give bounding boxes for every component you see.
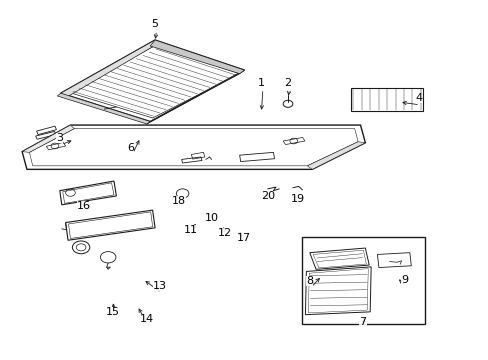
Polygon shape [146, 70, 244, 124]
Text: 10: 10 [204, 213, 218, 223]
Text: 8: 8 [305, 276, 313, 286]
Text: 18: 18 [172, 196, 186, 206]
Polygon shape [22, 125, 74, 152]
Polygon shape [307, 142, 365, 169]
Polygon shape [61, 40, 155, 96]
Text: 15: 15 [106, 307, 120, 317]
Text: 7: 7 [359, 317, 366, 327]
Text: 17: 17 [236, 234, 250, 243]
Text: 16: 16 [77, 201, 91, 211]
Text: 1: 1 [257, 77, 264, 87]
Text: 11: 11 [183, 225, 197, 235]
Text: 9: 9 [401, 275, 408, 285]
Polygon shape [57, 93, 150, 124]
Bar [301, 237, 424, 324]
Text: 14: 14 [140, 314, 154, 324]
Text: 13: 13 [153, 281, 166, 291]
Text: 3: 3 [56, 133, 63, 143]
Text: 5: 5 [151, 19, 158, 29]
Text: 20: 20 [260, 191, 274, 201]
Text: 19: 19 [290, 194, 304, 204]
Text: 2: 2 [284, 77, 291, 87]
Text: 6: 6 [127, 143, 134, 153]
Text: 4: 4 [414, 94, 421, 103]
Text: 12: 12 [218, 228, 232, 238]
Polygon shape [150, 40, 244, 74]
